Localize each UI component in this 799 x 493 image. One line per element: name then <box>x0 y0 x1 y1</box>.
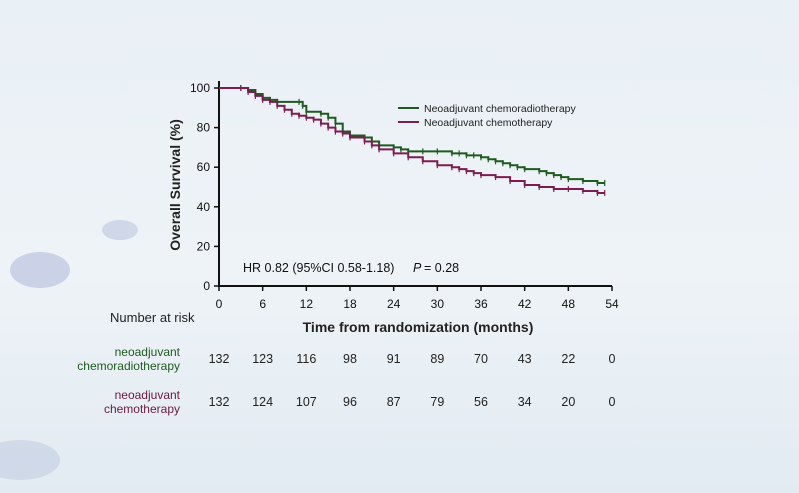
x-tick-label: 30 <box>431 297 445 311</box>
risk-count-cell: 20 <box>561 395 576 409</box>
x-tick-label: 24 <box>387 297 401 311</box>
legend: Neoadjuvant chemoradiotherapy Neoadjuvan… <box>398 103 577 129</box>
risk-row-label-line2: chemoradiotherapy <box>77 359 180 373</box>
risk-row-label-line1: neoadjuvant <box>114 388 180 402</box>
risk-count-cell: 70 <box>474 352 488 366</box>
y-axis-label: Overall Survival (%) <box>167 119 183 251</box>
x-tick-label: 0 <box>216 297 223 311</box>
risk-table-title: Number at risk <box>110 310 195 325</box>
y-tick-label: 60 <box>197 160 211 174</box>
x-tick-label: 36 <box>474 297 488 311</box>
legend-label-chemotherapy: Neoadjuvant chemotherapy <box>424 117 553 129</box>
risk-row-label-chemotherapy: neoadjuvant chemotherapy <box>40 388 180 416</box>
y-ticks: 0 20 40 60 80 100 <box>190 81 219 293</box>
risk-row-label-line2: chemotherapy <box>103 402 180 416</box>
risk-count-cell: 91 <box>386 352 401 366</box>
legend-label-chemoradiotherapy: Neoadjuvant chemoradiotherapy <box>424 103 577 115</box>
risk-count-cell: 132 <box>208 395 230 409</box>
risk-count-cell: 43 <box>517 352 532 366</box>
risk-count-cell: 56 <box>474 395 488 409</box>
risk-count-cell: 96 <box>343 395 357 409</box>
background-decoration <box>0 220 138 480</box>
risk-row-label-line1: neoadjuvant <box>114 345 180 359</box>
p-value-label: P <box>413 261 422 275</box>
risk-count-cell: 79 <box>430 395 445 409</box>
risk-count-cell: 0 <box>608 395 616 409</box>
x-tick-label: 48 <box>562 297 576 311</box>
risk-count-cell: 116 <box>296 352 317 366</box>
risk-count-cell: 124 <box>252 395 274 409</box>
series-line-chemotherapy <box>219 87 605 194</box>
x-ticks: 0 6 12 18 24 30 36 42 48 54 <box>216 286 619 311</box>
x-axis-label: Time from randomization (months) <box>303 319 534 335</box>
p-value-annotation: = 0.28 <box>424 261 459 275</box>
y-tick-label: 80 <box>197 121 211 135</box>
risk-count-cell: 22 <box>561 352 576 366</box>
x-tick-label: 18 <box>343 297 357 311</box>
risk-count-cell: 89 <box>430 352 445 366</box>
risk-count-cell: 132 <box>208 352 230 366</box>
y-tick-label: 40 <box>197 200 211 214</box>
y-tick-label: 100 <box>190 81 210 95</box>
x-tick-label: 6 <box>259 297 266 311</box>
x-tick-label: 42 <box>518 297 532 311</box>
y-tick-label: 0 <box>203 279 210 293</box>
x-tick-label: 12 <box>300 297 314 311</box>
risk-count-cell: 98 <box>343 352 357 366</box>
series-layer <box>219 85 606 196</box>
y-tick-label: 20 <box>197 239 211 253</box>
risk-count-cell: 123 <box>252 352 274 366</box>
hazard-ratio-annotation: HR 0.82 (95%CI 0.58-1.18) <box>243 261 394 275</box>
risk-row-label-chemoradiotherapy: neoadjuvant chemoradiotherapy <box>40 345 180 373</box>
risk-count-cell: 34 <box>517 395 532 409</box>
risk-count-cell: 0 <box>608 352 616 366</box>
risk-count-cell: 107 <box>295 395 317 409</box>
risk-count-cell: 87 <box>386 395 401 409</box>
x-tick-label: 54 <box>605 297 619 311</box>
